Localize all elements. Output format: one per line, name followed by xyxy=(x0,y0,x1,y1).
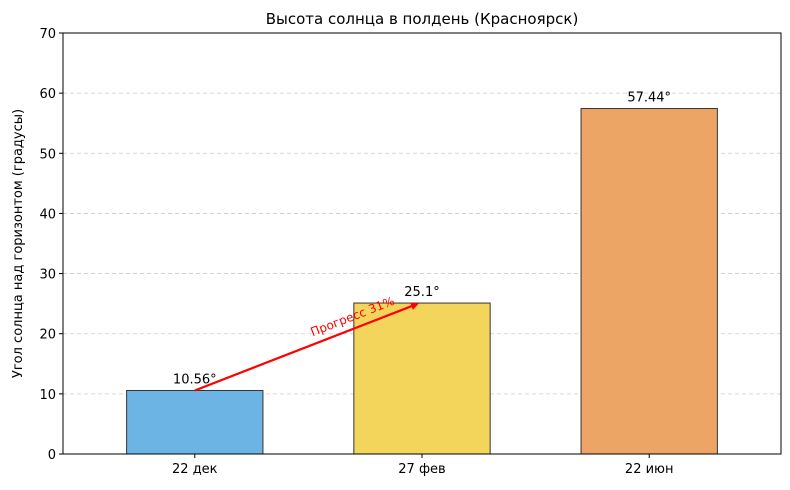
y-tick-label: 40 xyxy=(39,207,56,222)
y-axis-label: Угол солнца над горизонтом (градусы) xyxy=(11,109,26,378)
y-tick-label: 20 xyxy=(39,328,56,343)
y-tick-label: 10 xyxy=(39,388,56,403)
y-tick-label: 50 xyxy=(39,147,56,162)
bar-value-labels: 10.56° 25.1° 57.44° xyxy=(173,91,671,388)
arrow-line xyxy=(194,302,419,392)
x-tick-label: 22 июн xyxy=(625,462,674,477)
chart-title: Высота солнца в полдень (Красноярск) xyxy=(266,10,579,28)
bar-value-label: 10.56° xyxy=(173,372,217,387)
y-axis-ticks: 0 10 20 30 40 50 60 70 xyxy=(39,27,63,463)
bar-value-label: 57.44° xyxy=(627,91,671,106)
x-tick-label: 27 фев xyxy=(398,462,445,477)
bar-3 xyxy=(580,108,718,455)
y-tick-label: 30 xyxy=(39,268,56,283)
bar-1 xyxy=(126,389,264,455)
bar-2 xyxy=(353,302,491,455)
y-tick-label: 0 xyxy=(48,448,56,463)
bars xyxy=(126,108,718,455)
x-tick-label: 22 дек xyxy=(172,462,218,477)
y-tick-label: 60 xyxy=(39,87,56,102)
x-axis-ticks: 22 дек 27 фев 22 июн xyxy=(172,454,674,477)
bar-value-label: 25.1° xyxy=(404,285,439,300)
y-tick-label: 70 xyxy=(39,27,56,42)
